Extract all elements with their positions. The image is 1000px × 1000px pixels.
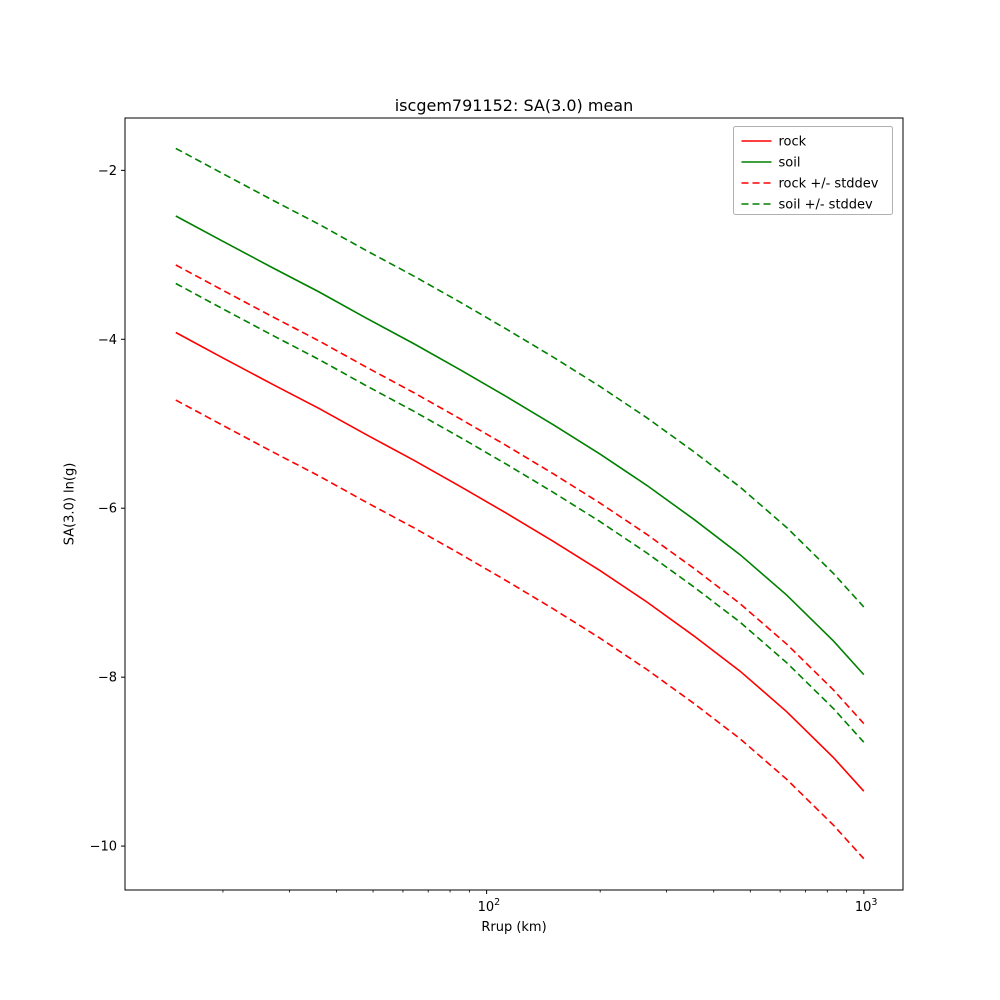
y-tick-label: −8 [98,671,117,686]
series-line-soil [175,215,865,676]
legend-label: soil [779,156,801,171]
y-axis-label: SA(3.0) ln(g) [62,462,78,546]
chart-title: iscgem791152: SA(3.0) mean [394,96,634,115]
x-tick-label: 103 [855,897,878,915]
legend-label: rock +/- stddev [779,177,879,192]
legend-label: rock [779,135,807,150]
y-tick-label: −10 [90,840,117,855]
series-line-soil-minus-stddev [175,282,865,743]
series-line-rock [175,331,865,792]
plot-frame [124,117,904,891]
y-tick-label: −2 [98,164,117,179]
series-line-soil-plus-stddev [175,147,865,608]
y-tick-label: −4 [98,333,117,348]
x-tick-label: 102 [478,897,501,915]
legend-box [733,126,893,215]
x-axis-label: Rrup (km) [481,920,547,935]
legend-label: soil +/- stddev [779,198,874,213]
series-line-rock-plus-stddev [175,264,865,725]
y-tick-label: −6 [98,502,117,517]
series-line-rock-minus-stddev [175,399,865,860]
